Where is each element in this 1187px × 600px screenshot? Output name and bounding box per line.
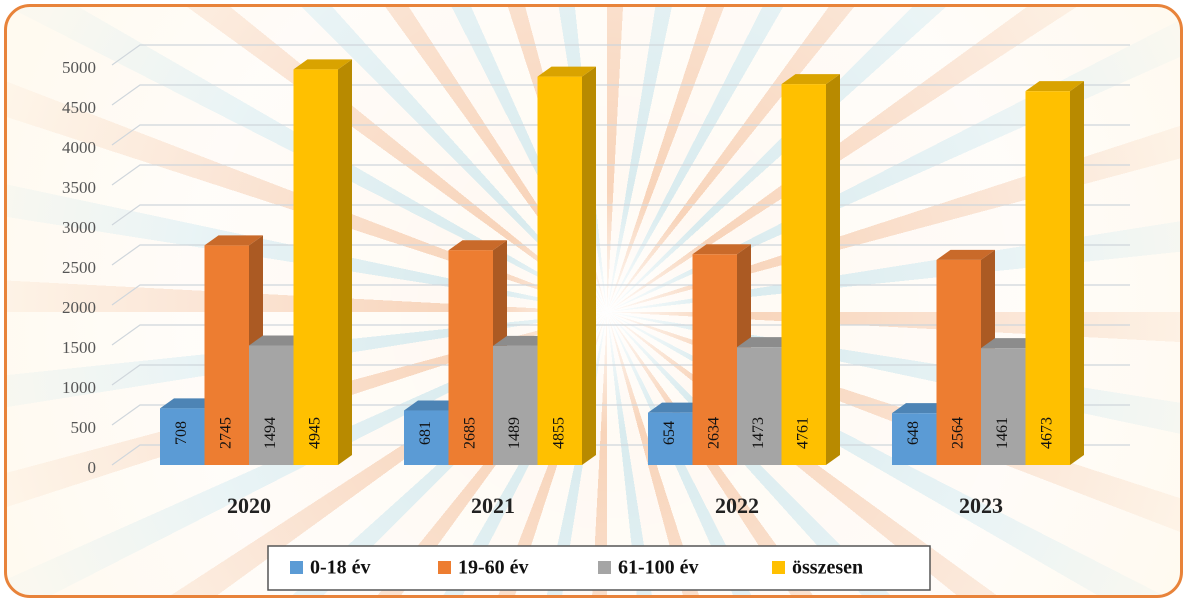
grid-line [111, 164, 1130, 186]
bar-top [936, 249, 995, 260]
bar [204, 245, 249, 465]
y-tick-label: 5000 [62, 58, 96, 77]
bar [781, 84, 826, 466]
bar-side [338, 59, 352, 466]
bar [249, 345, 294, 465]
y-tick-label: 0 [88, 458, 97, 477]
value-label: 2634 [705, 417, 722, 449]
value-label: 2685 [461, 417, 478, 449]
y-tick-label: 2500 [62, 258, 96, 277]
value-label: 654 [661, 421, 678, 445]
bar [692, 254, 737, 465]
bar [537, 76, 582, 465]
bar-top [648, 402, 707, 413]
legend-swatch [290, 561, 303, 574]
x-tick-label: 2021 [471, 493, 515, 518]
legend-swatch [438, 561, 451, 574]
bar [737, 347, 782, 465]
value-label: 681 [417, 421, 434, 445]
y-tick-label: 2000 [62, 298, 96, 317]
bar [448, 250, 493, 465]
x-tick-label: 2023 [959, 493, 1003, 518]
bar-side [826, 74, 840, 466]
y-tick-label: 4000 [62, 138, 96, 157]
x-tick-label: 2022 [715, 493, 759, 518]
bar [936, 259, 981, 465]
value-label: 1489 [506, 417, 523, 449]
value-label: 4673 [1038, 417, 1055, 449]
value-label: 1494 [262, 417, 279, 449]
value-label: 2564 [949, 417, 966, 449]
value-label: 708 [173, 421, 190, 445]
y-tick-label: 500 [71, 418, 97, 437]
bar-top [404, 400, 463, 411]
value-label: 4945 [306, 417, 323, 449]
value-label: 2745 [217, 417, 234, 449]
bar-top [537, 66, 596, 77]
bar-side [1070, 81, 1084, 465]
bar-top [737, 337, 796, 348]
y-tick-label: 3500 [62, 178, 96, 197]
bar [981, 348, 1026, 465]
bar-side [582, 66, 596, 465]
bar-top [160, 398, 219, 409]
y-tick-label: 1500 [62, 338, 96, 357]
grid-line [111, 124, 1130, 146]
bar-top [781, 74, 840, 85]
bar [493, 345, 538, 465]
legend-label: összesen [792, 557, 863, 579]
bar-top [892, 403, 951, 414]
bar-top [692, 244, 751, 255]
bar-top [448, 240, 507, 251]
grid-line [111, 44, 1130, 66]
bar-top [204, 235, 263, 246]
bar [293, 69, 338, 466]
legend-label: 19-60 év [458, 557, 529, 579]
bar-top [249, 335, 308, 346]
bar-top [293, 59, 352, 70]
legend-label: 0-18 év [310, 557, 371, 579]
value-label: 648 [905, 421, 922, 445]
bar [892, 413, 937, 465]
grid-line [111, 204, 1130, 226]
bar [1025, 91, 1070, 465]
value-label: 4761 [794, 417, 811, 449]
value-label: 4855 [550, 417, 567, 449]
legend-label: 61-100 év [618, 557, 699, 579]
bar [648, 412, 693, 465]
y-tick-label: 3000 [62, 218, 96, 237]
grid-line [111, 84, 1130, 106]
y-tick-label: 4500 [62, 98, 96, 117]
bar-top [1025, 81, 1084, 92]
x-tick-label: 2020 [227, 493, 271, 518]
y-tick-label: 1000 [62, 378, 96, 397]
bar [160, 408, 205, 465]
legend-swatch [598, 561, 611, 574]
bar [404, 410, 449, 465]
value-label: 1461 [994, 417, 1011, 449]
legend-swatch [772, 561, 785, 574]
value-label: 1473 [750, 417, 767, 449]
bar-top [493, 335, 552, 346]
bar-top [981, 338, 1040, 349]
